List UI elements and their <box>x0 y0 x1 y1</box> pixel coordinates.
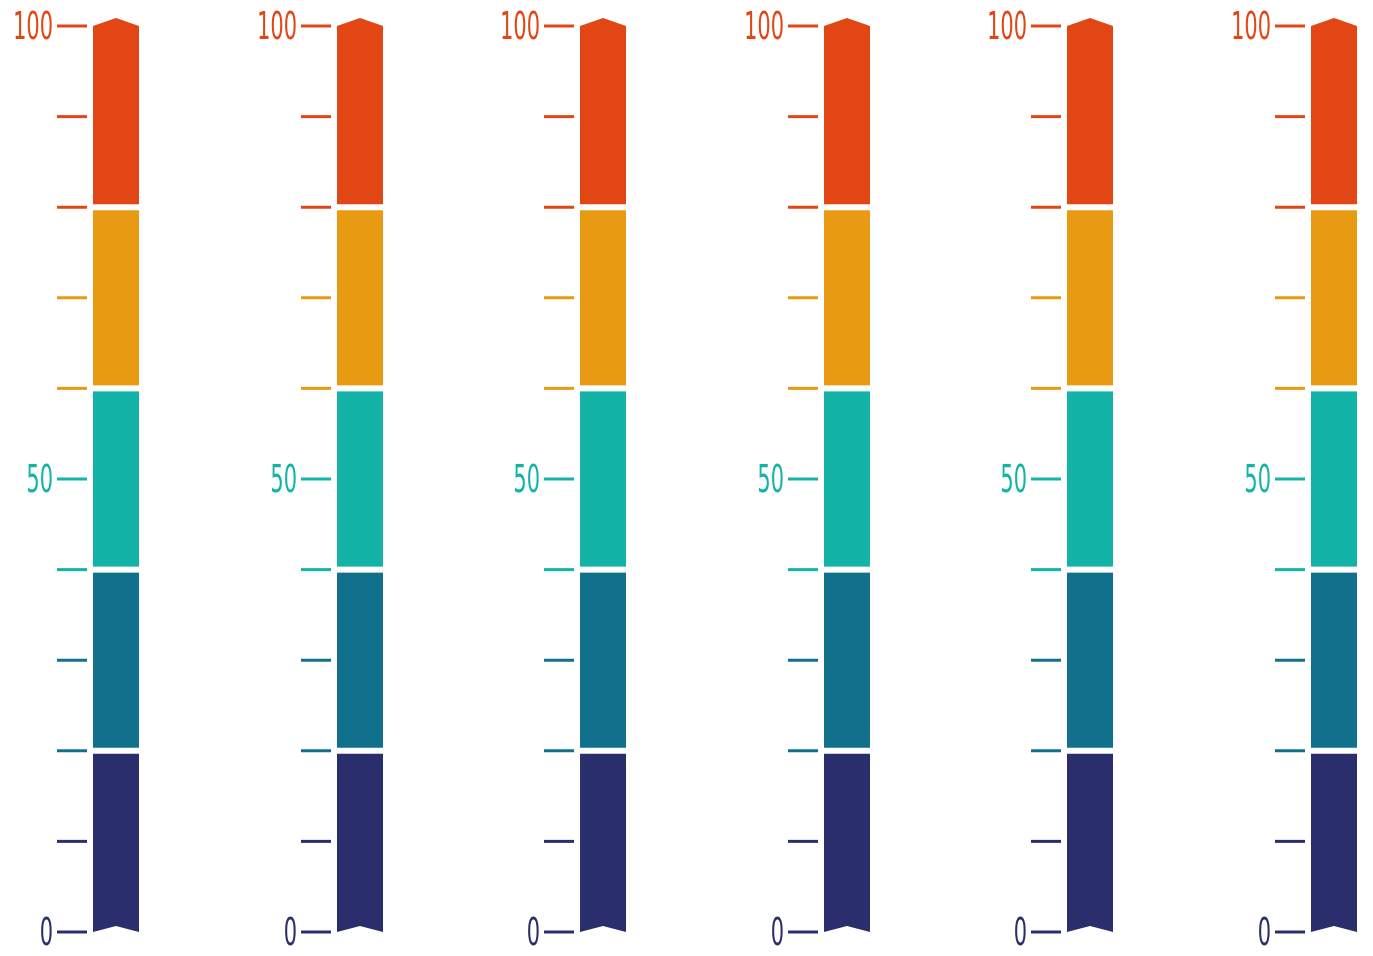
gauge-3-label-100: 100 <box>500 6 540 49</box>
gauge-2-segment-1 <box>337 18 383 205</box>
gauge-2-label-0: 0 <box>284 912 297 955</box>
gauge-6-segment-3 <box>1311 391 1357 567</box>
gauge-2: 100 50 0 <box>257 6 383 955</box>
gauge-1-segment-4 <box>93 572 139 748</box>
gauge-6-label-0: 0 <box>1258 912 1271 955</box>
gauge-3-segment-4 <box>580 572 626 748</box>
gauge-3-segment-2 <box>580 210 626 386</box>
gauge-1-segment-1 <box>93 18 139 205</box>
gauge-3-segment-3 <box>580 391 626 567</box>
gauge-4-label-100: 100 <box>744 6 784 49</box>
gauge-5-segment-4 <box>1067 572 1113 748</box>
gauge-4-segment-5 <box>824 753 870 932</box>
gauge-5-label-0: 0 <box>1014 912 1027 955</box>
gauge-1-segment-5 <box>93 753 139 932</box>
gauge-5-segment-3 <box>1067 391 1113 567</box>
gauge-5-segment-1 <box>1067 18 1113 205</box>
gauge-5-label-50: 50 <box>1000 459 1027 502</box>
gauge-1-label-100: 100 <box>13 6 53 49</box>
gauge-5-segment-5 <box>1067 753 1113 932</box>
gauge-4-label-50: 50 <box>757 459 784 502</box>
gauge-4-label-0: 0 <box>771 912 784 955</box>
gauge-1: 100 50 0 <box>13 6 139 955</box>
gauge-6-segment-4 <box>1311 572 1357 748</box>
gauge-4-segment-4 <box>824 572 870 748</box>
gauge-6-segment-1 <box>1311 18 1357 205</box>
gauge-6-label-50: 50 <box>1244 459 1271 502</box>
gauge-6-label-100: 100 <box>1231 6 1271 49</box>
gauge-2-segment-4 <box>337 572 383 748</box>
gauge-4-segment-1 <box>824 18 870 205</box>
gauge-2-segment-3 <box>337 391 383 567</box>
gauge-2-segment-5 <box>337 753 383 932</box>
gauge-3-label-50: 50 <box>513 459 540 502</box>
gauge-5: 100 50 0 <box>987 6 1113 955</box>
gauge-1-label-0: 0 <box>40 912 53 955</box>
gauge-4-segment-3 <box>824 391 870 567</box>
gauge-3: 100 50 0 <box>500 6 626 955</box>
gauge-3-label-0: 0 <box>527 912 540 955</box>
gauge-6-segment-2 <box>1311 210 1357 386</box>
gauge-4-segment-2 <box>824 210 870 386</box>
gauge-2-segment-2 <box>337 210 383 386</box>
gauge-3-segment-1 <box>580 18 626 205</box>
gauge-2-label-50: 50 <box>270 459 297 502</box>
gauge-1-label-50: 50 <box>26 459 53 502</box>
gauge-2-label-100: 100 <box>257 6 297 49</box>
gauge-1-segment-2 <box>93 210 139 386</box>
gauge-6: 100 50 0 <box>1231 6 1357 955</box>
gauge-5-segment-2 <box>1067 210 1113 386</box>
gauge-3-segment-5 <box>580 753 626 932</box>
gauge-4: 100 50 0 <box>744 6 870 955</box>
gauge-6-segment-5 <box>1311 753 1357 932</box>
gauge-1-segment-3 <box>93 391 139 567</box>
gauge-5-label-100: 100 <box>987 6 1027 49</box>
